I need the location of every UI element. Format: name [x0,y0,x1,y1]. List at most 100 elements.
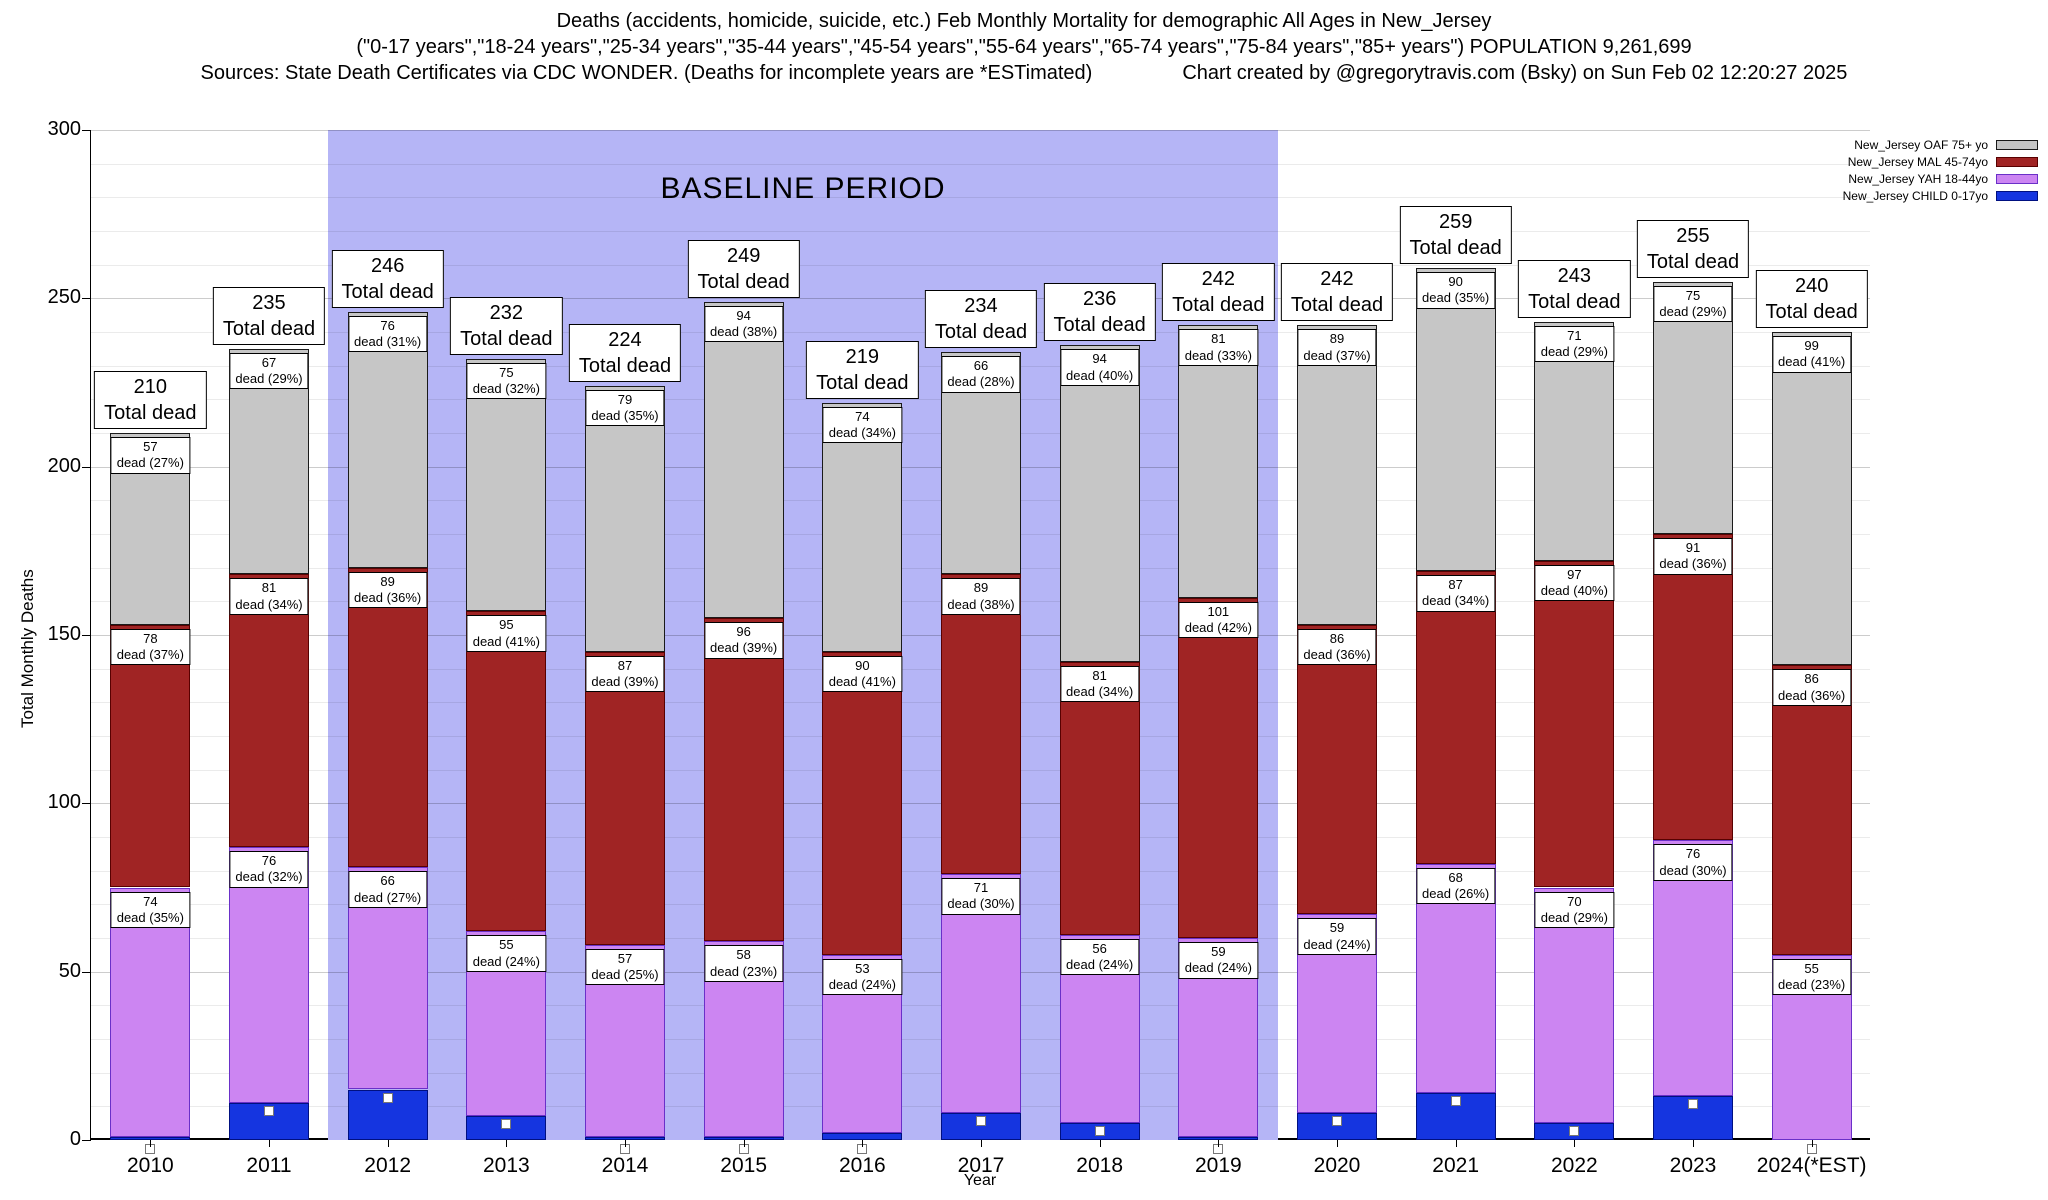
total-caption: Total dead [1765,301,1858,323]
bar-segment [585,385,665,652]
bar-segment [703,1136,784,1140]
segment-percent: dead (40%) [1066,367,1134,383]
segment-percent: dead (35%) [116,909,184,925]
y-tick-label: 200 [47,454,81,477]
total-value: 246 [370,254,405,277]
bar-segment [585,1136,665,1140]
segment-value: 76 [380,317,395,333]
segment-value: 81 [1211,331,1226,347]
bar-segment [347,311,428,568]
total-caption: Total dead [1053,314,1146,337]
bar-segment [1653,1096,1733,1140]
y-tick-label: 300 [47,118,81,140]
segment-percent: dead (34%) [1422,593,1490,609]
total-value: 219 [845,345,880,368]
segment-label: 75 dead (32%) [466,362,546,400]
segment-value: 89 [1329,331,1345,347]
bar-segment [1178,597,1259,938]
segment-value: 81 [261,580,277,596]
segment-value: 95 [499,617,514,633]
x-tick-mark [862,1140,864,1147]
total-value: 243 [1557,264,1592,287]
segment-percent: dead (38%) [947,596,1015,612]
x-tick-mark [981,1140,982,1147]
bar-segment [1771,332,1852,666]
gridline [91,130,1870,131]
bar-segment [1178,325,1259,598]
y-tick-mark [82,635,91,636]
segment-value: 75 [499,364,514,380]
segment-label: 91 dead (36%) [1653,538,1733,575]
segment-label: 74 dead (35%) [110,891,190,928]
segment-label: 101 dead (42%) [1178,601,1258,639]
bar-segment [347,567,428,868]
child-series-marker [976,1116,986,1127]
total-caption: Total dead [816,371,909,394]
segment-percent: dead (36%) [354,589,422,605]
chart-credit-text: Chart created by @gregorytravis.com (Bsk… [1182,62,1848,84]
bar-segment [1297,624,1377,915]
segment-percent: dead (42%) [1184,620,1252,636]
x-tick-mark [1337,1140,1338,1147]
total-caption: Total dead [578,354,672,377]
segment-percent: dead (41%) [1778,354,1846,370]
segment-value: 68 [1448,869,1463,885]
segment-percent: dead (35%) [591,408,659,424]
x-tick-label: 2022 [1550,1154,1598,1177]
segment-percent: dead (23%) [1778,977,1846,993]
total-value: 242 [1201,268,1236,291]
segment-label: 76 dead (31%) [348,315,428,353]
total-caption: Total dead [1290,294,1384,317]
total-caption: Total dead [1646,250,1740,273]
segment-value: 66 [380,873,395,889]
segment-value: 53 [855,960,870,976]
segment-label: 94 dead (40%) [1060,349,1140,386]
segment-value: 76 [261,853,277,869]
bar-segment [1178,1136,1259,1140]
y-tick-label: 250 [47,286,81,309]
segment-percent: dead (32%) [235,869,303,885]
child-series-marker [1450,1095,1461,1106]
legend-label: New_Jersey MAL 45-74yo [1847,155,1988,169]
total-dead-label: 210 Total dead [94,371,207,429]
total-caption: Total dead [1172,294,1265,317]
segment-value: 67 [261,354,277,370]
total-dead-label: 249 Total dead [687,239,800,298]
segment-value: 90 [855,657,870,673]
segment-label: 70 dead (29%) [1534,891,1614,928]
segment-value: 90 [1448,274,1463,290]
x-tick-label: 2015 [720,1154,768,1177]
bar-segment [1059,345,1140,662]
segment-percent: dead (37%) [116,647,184,663]
segment-value: 78 [143,630,158,646]
segment-label: 71 dead (29%) [1534,325,1614,363]
segment-percent: dead (36%) [1659,556,1727,572]
bar-segment [466,611,547,932]
segment-label: 86 dead (36%) [1772,669,1852,706]
segment-percent: dead (28%) [947,374,1015,390]
y-tick-mark [82,298,91,300]
gridline [91,264,1870,266]
segment-percent: dead (29%) [1540,344,1608,360]
segment-value: 89 [973,580,989,596]
bar-segment [229,847,309,1103]
total-caption: Total dead [460,327,553,350]
segment-value: 55 [1804,960,1819,976]
legend-item: New_Jersey YAH 18-44yo [1848,172,2038,186]
segment-value: 101 [1207,603,1230,619]
x-tick-label: 2021 [1432,1154,1480,1177]
total-caption: Total dead [934,321,1028,344]
segment-label: 55 dead (23%) [1772,958,1852,996]
bar-segment [1653,281,1733,534]
segment-percent: dead (33%) [1184,347,1252,363]
segment-percent: dead (39%) [591,674,659,690]
segment-label: 81 dead (33%) [1178,329,1258,366]
plot-area: BASELINE PERIOD 0 50 100 150 200 250 300 74 dead … [48,118,1870,1177]
segment-value: 74 [143,893,158,909]
segment-value: 97 [1567,566,1582,582]
segment-value: 86 [1804,671,1819,687]
segment-percent: dead (25%) [591,966,659,982]
segment-label: 86 dead (36%) [1297,628,1377,666]
child-series-marker [1688,1099,1698,1110]
bar-segment [110,887,191,1137]
